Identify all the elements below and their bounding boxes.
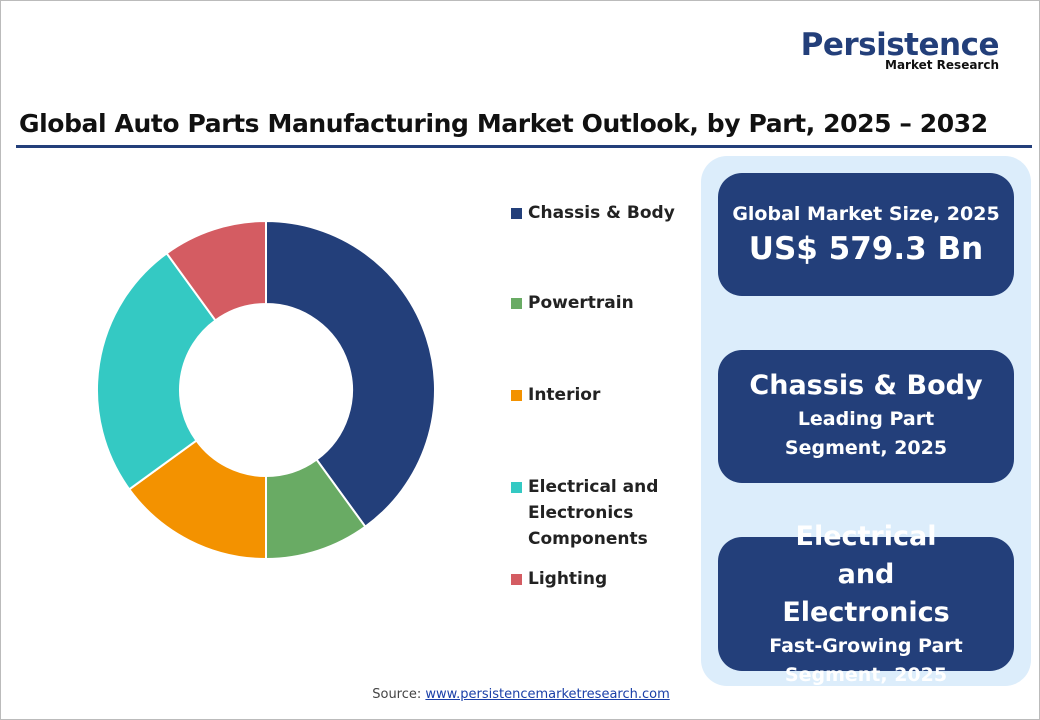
card: Electrical and Electronics Fast-Growing …: [718, 521, 1014, 686]
donut-slice: [96, 251, 217, 491]
card: Chassis & Body Leading Part Segment, 202…: [718, 350, 1014, 483]
legend-swatch: [511, 298, 522, 309]
legend-label: Chassis & Body: [528, 203, 675, 223]
legend-item: Powertrain: [511, 290, 681, 316]
legend-swatch: [511, 208, 522, 219]
legend-item: Lighting: [511, 566, 681, 592]
legend-swatch: [511, 574, 522, 585]
legend-swatch: [511, 390, 522, 401]
legend-item: Chassis & Body: [511, 200, 681, 226]
donut-slice: [265, 219, 436, 529]
card-label: Global Market Size, 2025: [732, 202, 1000, 225]
card-value: Chassis & Body: [749, 370, 983, 401]
donut-chart: [96, 219, 436, 561]
legend-label: Lighting: [528, 569, 608, 589]
legend-label: Electrical and Electronics Components: [528, 477, 659, 549]
card-label: Fast-Growing Part Segment, 2025: [769, 635, 963, 686]
legend-item: Interior: [511, 382, 681, 408]
title-rule: [16, 145, 1032, 148]
donut-slice: [165, 219, 267, 322]
card-label: Leading Part Segment, 2025: [784, 408, 948, 459]
source: Source: www.persistencemarketresearch.co…: [1, 687, 1039, 702]
card-value: US$ 579.3 Bn: [748, 230, 984, 267]
legend-label: Powertrain: [528, 293, 634, 313]
card: Global Market Size, 2025 US$ 579.3 Bn: [718, 173, 1014, 296]
card-value: Electrical and Electronics: [782, 521, 950, 628]
legend-swatch: [511, 482, 522, 493]
legend-item: Electrical and Electronics Components: [511, 474, 681, 552]
source-label: Source:: [372, 687, 422, 702]
logo-sub: Market Research: [885, 58, 999, 72]
chart-title: Global Auto Parts Manufacturing Market O…: [19, 109, 988, 138]
source-link[interactable]: www.persistencemarketresearch.com: [425, 687, 670, 702]
legend-label: Interior: [528, 385, 601, 405]
logo-name: Persistence: [800, 27, 1000, 63]
